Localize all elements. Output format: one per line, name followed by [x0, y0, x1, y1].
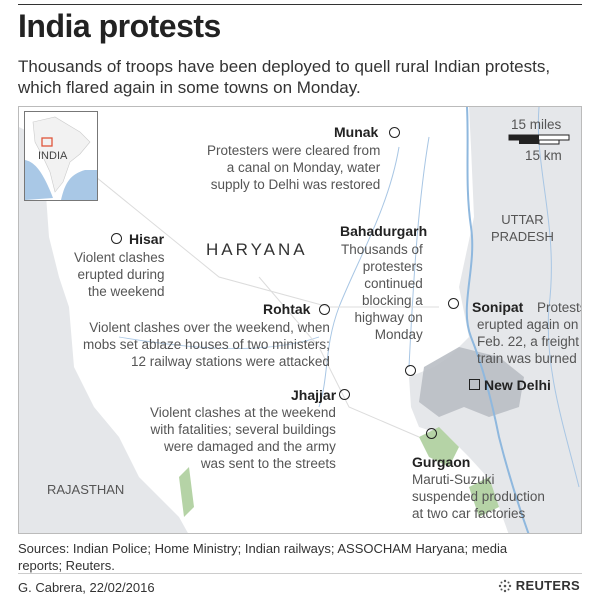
scale-km: 15 km — [525, 148, 562, 163]
city-marker-hisar — [111, 233, 122, 244]
city-marker-bahadurgarh — [405, 365, 416, 376]
region-rajasthan: RAJASTHAN — [47, 482, 125, 497]
page-title: India protests — [18, 8, 221, 44]
city-jhajjar: Jhajjar — [291, 387, 337, 403]
city-marker-sonipat — [448, 298, 459, 309]
city-marker-munak — [389, 127, 400, 138]
map-background — [19, 107, 580, 533]
brand-name: REUTERS — [515, 578, 580, 593]
bottom-rule — [18, 573, 582, 574]
city-sonipat: Sonipat — [472, 299, 524, 315]
city-marker-rohtak — [319, 304, 330, 315]
capital-marker-new-delhi — [469, 379, 480, 390]
map: INDIA 15 miles 15 km HARYANA UTTAR PRADE… — [18, 106, 582, 534]
city-bahadurgarh: Bahadurgarh — [340, 223, 428, 239]
region-uttar-pradesh: UTTAR PRADESH — [491, 212, 554, 244]
note-bahadurgarh: Thousands of protesters continued blocki… — [341, 242, 423, 342]
delhi-urban-area — [419, 347, 524, 417]
city-hisar: Hisar — [129, 231, 165, 247]
region-haryana: HARYANA — [206, 240, 308, 259]
city-munak: Munak — [334, 124, 379, 140]
top-rule — [18, 4, 582, 5]
credit: G. Cabrera, 22/02/2016 — [18, 580, 155, 595]
india-locator-map — [25, 112, 97, 200]
city-rohtak: Rohtak — [263, 301, 311, 317]
city-gurgaon: Gurgaon — [412, 454, 471, 470]
reuters-logo: REUTERS — [498, 578, 580, 593]
city-new-delhi: New Delhi — [484, 377, 551, 393]
city-marker-gurgaon — [426, 428, 437, 439]
locator-inset: INDIA — [24, 111, 98, 201]
note-hisar: Violent clashes erupted during the weeke… — [74, 250, 165, 299]
inset-label-india: INDIA — [38, 150, 68, 162]
note-sonipat: Protests erupted again on Feb. 22, a fre… — [477, 300, 582, 366]
note-jhajjar: Violent clashes at the weekend with fata… — [150, 405, 336, 471]
reuters-dots-icon — [498, 579, 511, 592]
city-marker-jhajjar — [339, 389, 350, 400]
note-gurgaon: Maruti-Suzuki suspended production at tw… — [412, 472, 545, 521]
yamuna-river — [465, 107, 530, 533]
scale-miles: 15 miles — [511, 117, 562, 132]
sources: Sources: Indian Police; Home Ministry; I… — [18, 541, 508, 573]
subtitle: Thousands of troops have been deployed t… — [18, 57, 551, 97]
note-rohtak: Violent clashes over the weekend, when m… — [83, 320, 330, 369]
note-munak: Protesters were cleared from a canal on … — [207, 143, 381, 192]
